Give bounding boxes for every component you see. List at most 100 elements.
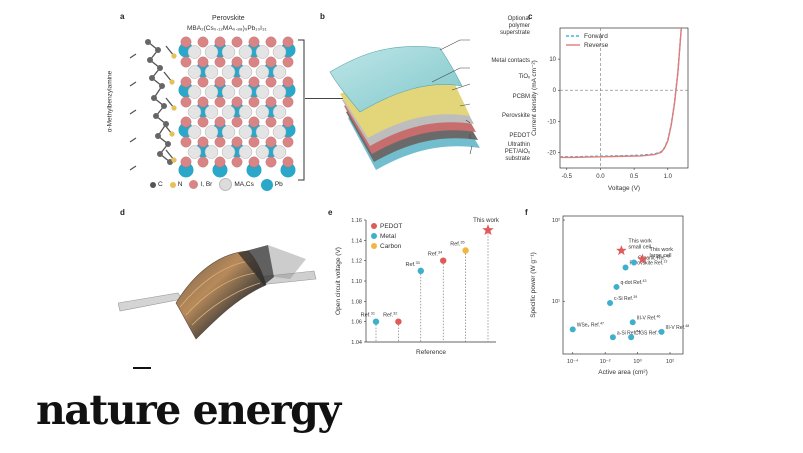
jv-curve-chart: -0.5 0.0 0.5 1.0 10 0 -10 -20 Voltage (V) Current… — [531, 27, 689, 192]
layer-label-perovskite: Perovskite — [501, 113, 530, 119]
point-label: Ref.35 — [450, 241, 464, 248]
halide-atom — [180, 156, 192, 168]
ma-cs-atom — [221, 125, 236, 139]
halide-atom — [197, 116, 209, 128]
this-work-star — [482, 224, 494, 235]
y-tick-label: 1.08 — [351, 299, 362, 305]
ma-cs-atom — [272, 105, 287, 119]
ma-cs-atom — [204, 85, 219, 99]
halide-atom — [282, 116, 294, 128]
halide-atom — [231, 136, 243, 148]
legend-carbon: C — [150, 181, 163, 188]
ma-cs-atom — [221, 145, 236, 159]
ma-cs-atom — [255, 105, 270, 119]
point-label: WSe₂ Ref.47 — [577, 321, 604, 328]
halide-atom — [214, 116, 226, 128]
ma-cs-atom — [255, 45, 270, 59]
halide-atom — [282, 96, 294, 108]
y-tick-label: 1.06 — [351, 320, 362, 326]
journal-logo: nature energy — [36, 386, 341, 434]
point-label: III-V Ref.48 — [666, 324, 690, 331]
perovskite-title: Perovskite — [212, 15, 245, 22]
layer-label-metal-contacts: Metal contacts — [491, 58, 530, 64]
halide-atom — [214, 156, 226, 168]
legend-metal-marker — [371, 233, 377, 239]
ma-cs-atom — [187, 85, 202, 99]
ma-cs-atom — [221, 105, 236, 119]
halide-atom — [180, 36, 192, 48]
halide-atom — [231, 96, 243, 108]
ma-cs-atom — [272, 85, 287, 99]
legend-pedot-marker — [371, 223, 377, 229]
y-tick-label: -10 — [547, 119, 556, 125]
point-label: Ref.34 — [428, 251, 442, 258]
ligand-atoms — [145, 39, 177, 165]
halide-atom — [282, 156, 294, 168]
layer-label-tiox: TiOₓ — [518, 74, 530, 80]
point-label: Perovskite Ref.13 — [630, 260, 668, 267]
this-work-star — [616, 245, 627, 256]
point-label: c-Si Ref.39 — [614, 295, 637, 302]
legend-nitrogen: N — [169, 181, 182, 188]
pb-atom — [178, 162, 194, 178]
halide-atom — [197, 36, 209, 48]
halide-atom — [231, 156, 243, 168]
x-axis-label: Reference — [416, 349, 446, 356]
point-label: This work large cell — [649, 247, 673, 259]
point-label: Ref.32 — [383, 312, 397, 319]
halide-atom — [265, 96, 277, 108]
device-point — [630, 259, 637, 266]
halide-atom — [214, 136, 226, 148]
layer-leader-lines — [431, 39, 473, 155]
halide-atom — [180, 76, 192, 88]
halide-atom — [265, 136, 277, 148]
voc-point — [462, 247, 469, 254]
point-label: a-Si Ref.44 — [617, 329, 640, 336]
pb-atom — [280, 162, 296, 178]
ma-cs-atom — [187, 145, 202, 159]
halide-atom — [282, 136, 294, 148]
legend-pb: Pb — [260, 178, 283, 191]
halide-atom — [231, 76, 243, 88]
plot-frame — [562, 215, 684, 355]
y-axis-label: Current density (mA cm⁻²) — [531, 60, 538, 136]
voc-point — [372, 318, 380, 325]
panel-connector-line — [305, 98, 343, 99]
legend-carbon-label: Carbon — [380, 243, 402, 250]
halide-atom — [265, 36, 277, 48]
ma-cs-atom — [272, 65, 287, 79]
halide-atom — [231, 56, 243, 68]
ma-cs-atom — [204, 105, 219, 119]
ma-cs-atom — [238, 125, 253, 139]
device-point — [622, 264, 629, 271]
halide-atom — [180, 136, 192, 148]
ma-cs-atom — [204, 65, 219, 79]
layer-label-superstrate: Optional polymer superstrate — [499, 16, 530, 36]
point-label: Organic Ref.42 — [638, 255, 670, 262]
series-forward-line — [560, 27, 682, 158]
legend-halide: I, Br — [189, 180, 212, 189]
halide-atom — [180, 96, 192, 108]
device-point — [609, 334, 616, 341]
ma-cs-atom — [238, 145, 253, 159]
halide-atom — [282, 56, 294, 68]
x-tick-label: 1.0 — [664, 174, 673, 180]
x-tick-label: 10² — [666, 359, 674, 365]
y-tick-label: 10 — [549, 57, 556, 63]
ma-cs-atom — [187, 45, 202, 59]
atom-legend: C N I, Br MA,Cs Pb — [150, 178, 283, 191]
y-tick-label: 1.16 — [351, 218, 362, 224]
panel-label-a: a — [120, 12, 125, 21]
specific-power-chart: 10⁻⁴ 10⁻² 10⁰ 10² 10² 10¹ Active area (cm²) Spe… — [530, 215, 690, 376]
halide-atom — [214, 96, 226, 108]
y-tick-label: 0 — [553, 88, 557, 94]
device-point — [658, 328, 665, 335]
voc-point — [395, 318, 402, 325]
ma-cs-atom — [221, 85, 236, 99]
device-point — [607, 300, 614, 307]
halide-atom — [214, 36, 226, 48]
x-axis-label: Voltage (V) — [608, 185, 640, 192]
logo-dash — [133, 367, 151, 369]
panel-label-c: c — [528, 12, 533, 21]
device-film — [175, 250, 267, 340]
